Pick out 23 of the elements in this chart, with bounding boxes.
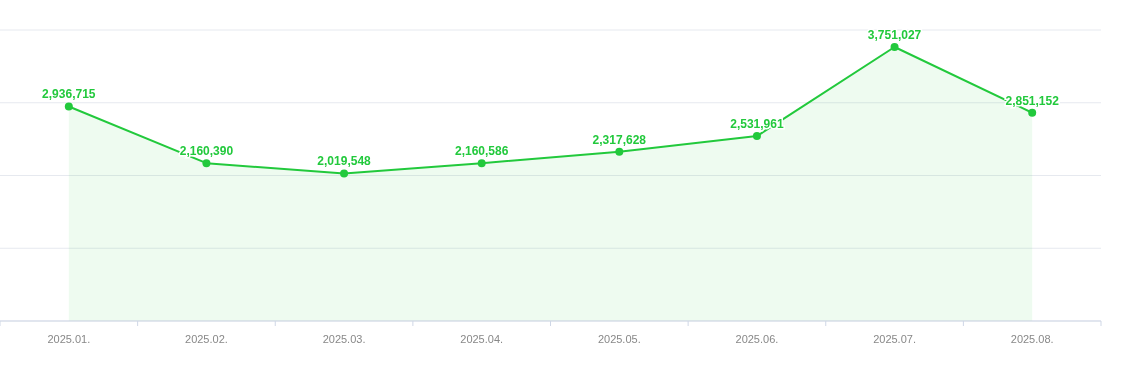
x-tick-label: 2025.06. [735, 333, 779, 345]
data-label: 3,751,027 [867, 28, 922, 42]
data-label: 2,936,715 [42, 87, 96, 102]
x-tick-label: 2025.07. [873, 333, 916, 345]
x-tick-label: 2025.08. [1010, 333, 1054, 345]
point [1028, 108, 1037, 117]
point [615, 147, 624, 156]
point [202, 159, 211, 168]
point [477, 159, 486, 168]
x-tick-label: 2025.03. [322, 333, 366, 345]
point [752, 132, 761, 141]
point [890, 43, 899, 51]
data-label: 2,851,152 [1005, 93, 1060, 108]
point [64, 102, 73, 111]
data-label: 2,160,390 [179, 144, 234, 159]
data-label: 2,160,586 [454, 144, 509, 159]
data-label: 2,019,548 [317, 154, 372, 169]
x-tick-label: 2025.04. [460, 333, 504, 345]
x-tick-label: 2025.01. [47, 333, 91, 345]
x-tick-label: 2025.05. [597, 333, 641, 345]
point [340, 169, 349, 178]
data-label: 2,317,628 [592, 132, 647, 147]
x-tick-label: 2025.02. [185, 333, 228, 345]
